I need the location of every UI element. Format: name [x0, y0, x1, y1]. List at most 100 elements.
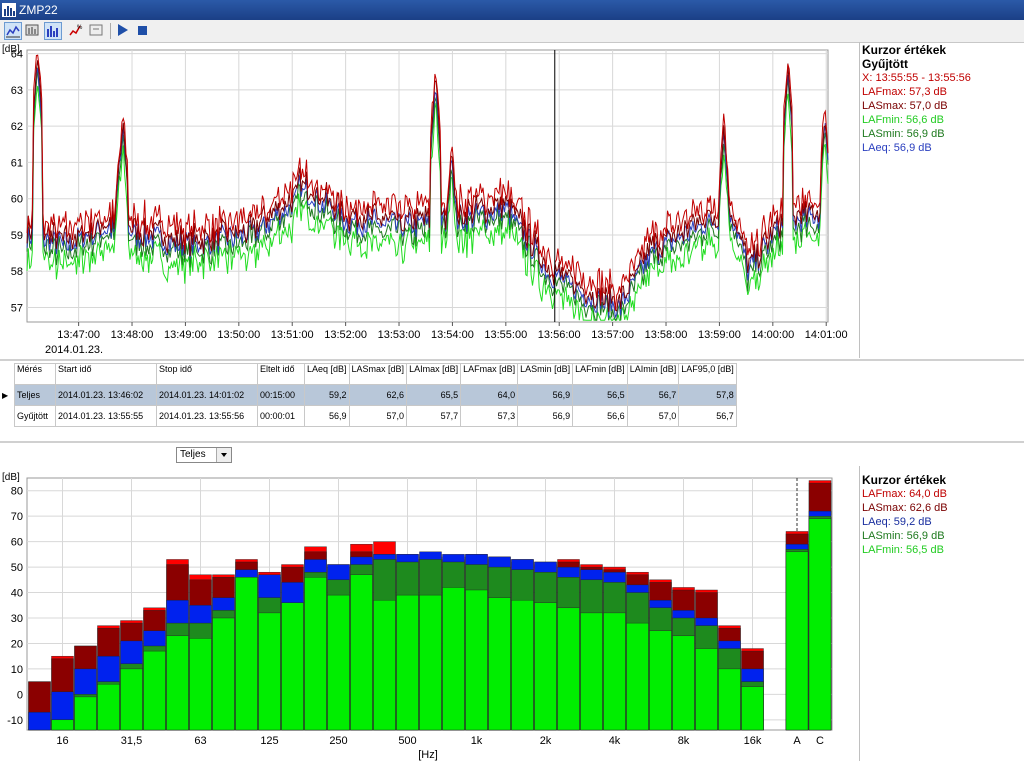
col-header: LAImin [dB]	[626, 363, 680, 385]
date-label: 2014.01.23.	[45, 344, 103, 356]
y-tick-label: 40	[11, 588, 23, 600]
table-header-row: Mérés Start idő Stop idő Eltelt idő LAeq…	[0, 363, 737, 385]
y-tick-label: 57	[11, 302, 23, 314]
y-tick-label: 61	[11, 157, 23, 169]
x-tick-label: 13:50:00	[217, 329, 260, 341]
cell: 56,6	[572, 405, 628, 427]
bar-laeq	[28, 711, 51, 731]
cell: 56,9	[517, 384, 574, 406]
window-title: ZMP22	[19, 3, 58, 17]
cell: 2014.01.23. 13:55:56	[156, 405, 258, 427]
table-row[interactable]: Gyűjtött 2014.01.23. 13:55:55 2014.01.23…	[0, 405, 737, 427]
y-tick-label: 64	[11, 49, 23, 61]
spectrum-cursor-lafmax: LAFmax: 64,0 dB	[862, 488, 947, 500]
percentile-chart-icon: %	[69, 25, 83, 36]
cell: 00:00:01	[257, 405, 305, 427]
cell: 2014.01.23. 13:55:55	[55, 405, 157, 427]
bar-lafmin	[442, 587, 465, 731]
table-row[interactable]: ▶ Teljes 2014.01.23. 13:46:02 2014.01.23…	[0, 384, 737, 406]
stop-button[interactable]	[134, 22, 152, 40]
cell: Gyűjtött	[14, 405, 56, 427]
bar-lafmin	[281, 602, 304, 731]
y-axis-label: [dB]	[2, 44, 20, 55]
bar-lafmin	[120, 668, 143, 731]
bar-lafmin	[488, 597, 511, 731]
spectrum-select[interactable]: Teljes	[176, 447, 232, 463]
bar-c-lafmin	[808, 518, 832, 731]
bar-lafmin	[465, 589, 488, 731]
x-tick-label: 13:52:00	[324, 329, 367, 341]
x-tick-label: 13:59:00	[698, 329, 741, 341]
col-header: LAF95,0 [dB]	[678, 363, 737, 385]
time-cursor-subtitle: Gyűjtött	[862, 57, 908, 71]
cell: 59,2	[304, 384, 350, 406]
app-icon	[2, 3, 16, 17]
bar-chart-icon	[47, 26, 58, 37]
cell: 2014.01.23. 13:46:02	[55, 384, 157, 406]
bar-lafmin	[327, 594, 350, 731]
cell: 57,8	[678, 384, 737, 406]
bar-lafmin	[373, 599, 396, 731]
table-view-button[interactable]	[24, 22, 42, 40]
note-button[interactable]	[88, 22, 106, 40]
spectrum-cursor-lasmax: LASmax: 62,6 dB	[862, 502, 948, 514]
bar-lafmin	[350, 574, 373, 731]
y-tick-label: 58	[11, 266, 23, 278]
x-tick-label: 14:01:00	[805, 329, 848, 341]
spectrum-chart[interactable]: [dB] -10 0 10 20 30 40 50 60 70 80 16 31,5 63 125 250 50…	[0, 466, 860, 761]
percentile-button[interactable]: %	[68, 22, 86, 40]
title-bar: ZMP22	[0, 0, 1024, 20]
x-tick-label: 250	[329, 735, 347, 747]
y-tick-label: 60	[11, 537, 23, 549]
cell: 57,7	[406, 405, 462, 427]
x-tick-label: 16k	[744, 735, 762, 747]
note-icon	[89, 24, 103, 36]
y-tick-label: 60	[11, 194, 23, 206]
x-tick-label: 13:49:00	[164, 329, 207, 341]
x-tick-label: 500	[398, 735, 416, 747]
time-history-chart[interactable]: [dB] 57 58 59 60 61 62 63 64 13:47:00 13:48:00 13:4…	[0, 42, 860, 358]
cell: 56,7	[678, 405, 737, 427]
y-tick-label: 20	[11, 638, 23, 650]
spectrum-view-button[interactable]	[44, 22, 62, 40]
x-axis-label: [Hz]	[418, 749, 438, 761]
y-tick-label: 59	[11, 230, 23, 242]
x-tick-label: 2k	[540, 735, 552, 747]
bar-lafmin	[649, 630, 672, 731]
x-tick-label: 13:51:00	[271, 329, 314, 341]
x-tick-label: 125	[260, 735, 278, 747]
x-tick-label: 1k	[471, 735, 483, 747]
bar-lafmin	[695, 648, 718, 731]
bar-lafmin	[511, 599, 534, 731]
x-tick-label: 13:55:00	[484, 329, 527, 341]
play-button[interactable]	[114, 22, 132, 40]
cell: 56,9	[304, 405, 350, 427]
bar-lafmin	[718, 668, 741, 731]
bar-lafmin	[603, 612, 626, 731]
time-cursor-x: X: 13:55:55 - 13:55:56	[862, 72, 971, 84]
cell: 57,3	[460, 405, 519, 427]
x-tick-label: 14:00:00	[751, 329, 794, 341]
stop-icon	[138, 26, 147, 35]
spectrum-cursor-legend: Kurzor értékek LAFmax: 64,0 dB LASmax: 6…	[862, 473, 948, 557]
x-tick-label: 16	[56, 735, 68, 747]
chevron-down-icon	[216, 448, 231, 462]
time-cursor-lafmin: LAFmin: 56,6 dB	[862, 114, 944, 126]
y-tick-label: 62	[11, 121, 23, 133]
x-tick-label: 13:57:00	[591, 329, 634, 341]
col-header: LASmin [dB]	[517, 363, 574, 385]
col-header: LASmax [dB]	[348, 363, 408, 385]
cell: Teljes	[14, 384, 56, 406]
results-table: Mérés Start idő Stop idő Eltelt idő LAeq…	[0, 363, 737, 427]
results-table-panel: Mérés Start idő Stop idő Eltelt idő LAeq…	[0, 359, 1024, 443]
y-tick-label: -10	[7, 715, 23, 727]
col-header: LAFmin [dB]	[572, 363, 628, 385]
bar-lafmin	[212, 617, 235, 731]
col-header: LAFmax [dB]	[460, 363, 519, 385]
time-cursor-lafmax: LAFmax: 57,3 dB	[862, 86, 947, 98]
line-chart-view-button[interactable]	[4, 22, 22, 40]
svg-text:%: %	[77, 25, 83, 31]
bar-lafmin	[304, 577, 327, 731]
time-cursor-lasmin: LASmin: 56,9 dB	[862, 128, 945, 140]
col-header: LAeq [dB]	[304, 363, 350, 385]
